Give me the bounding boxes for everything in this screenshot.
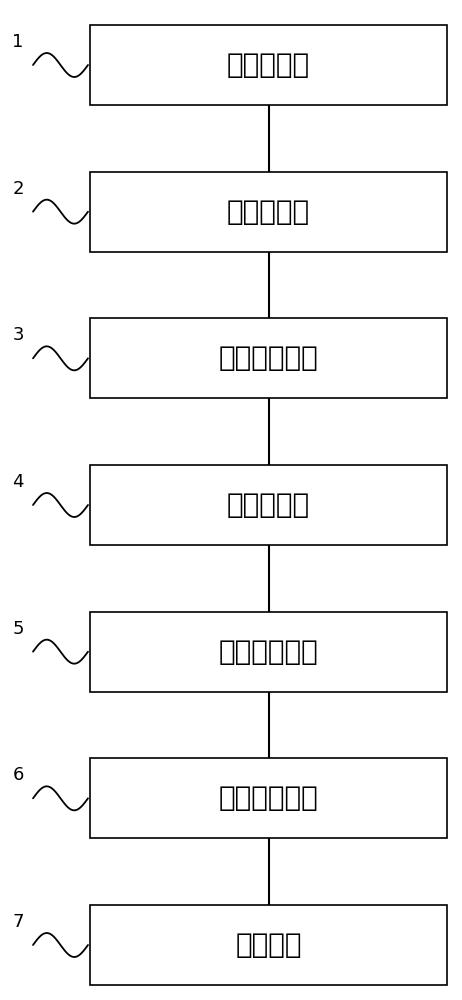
Bar (90, 172, 447, 252)
Bar (90, 318, 447, 398)
Text: 2: 2 (12, 180, 24, 198)
Bar (90, 465, 447, 545)
Text: 用户交互装置: 用户交互装置 (219, 344, 318, 372)
Text: 数值流生成器: 数值流生成器 (219, 638, 318, 666)
Text: 7: 7 (12, 913, 24, 931)
Text: 请求解析器: 请求解析器 (227, 491, 310, 519)
Text: 数据整理器: 数据整理器 (227, 198, 310, 226)
Bar (90, 612, 447, 692)
Text: 判定装置: 判定装置 (235, 931, 302, 959)
Text: 1: 1 (12, 33, 24, 51)
Text: 6: 6 (12, 766, 24, 784)
Text: 3: 3 (12, 326, 24, 344)
Text: 数值流解析器: 数值流解析器 (219, 784, 318, 812)
Bar (90, 905, 447, 985)
Bar (90, 758, 447, 838)
Text: 数据采集器: 数据采集器 (227, 51, 310, 79)
Text: 5: 5 (12, 620, 24, 638)
Bar (90, 25, 447, 105)
Text: 4: 4 (12, 473, 24, 491)
